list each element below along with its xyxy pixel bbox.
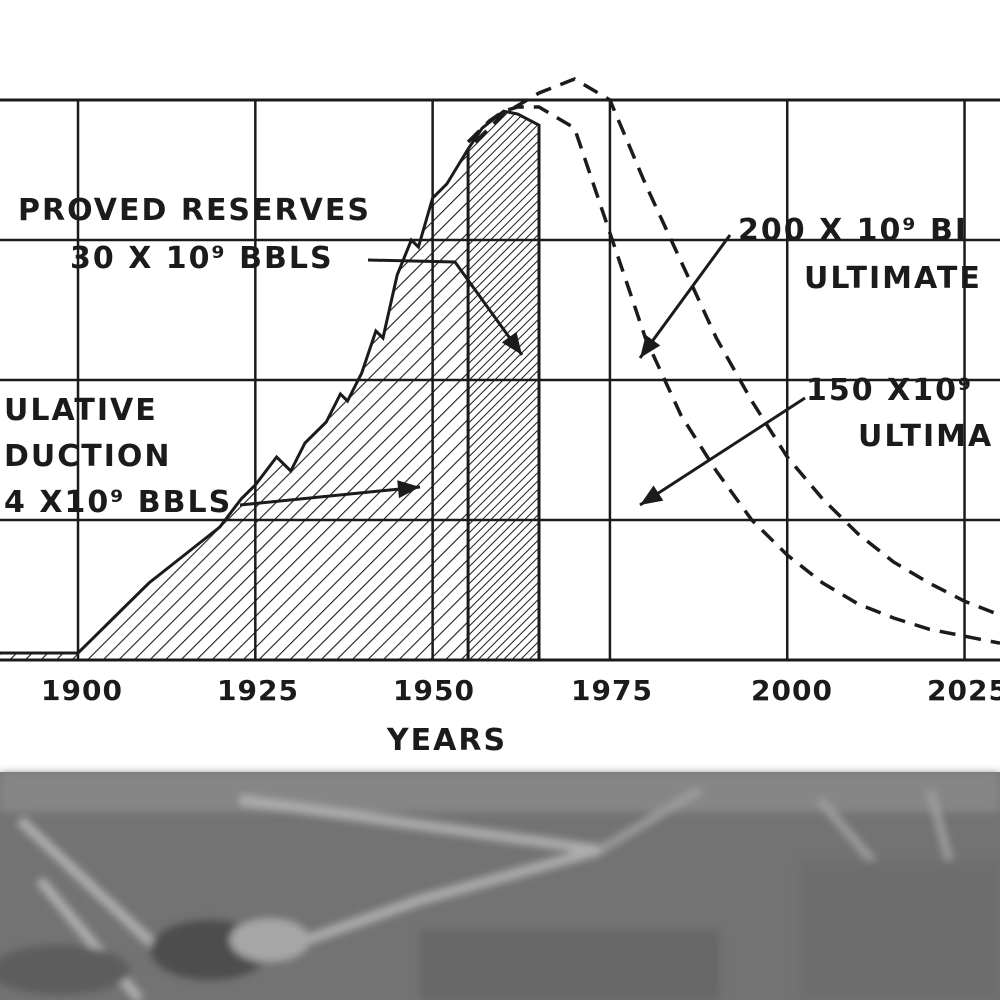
arrow-reserves-head xyxy=(501,331,522,355)
background-photo xyxy=(0,772,1000,1000)
annotation-reserves-line2: 30 X 10⁹ BBLS xyxy=(70,241,334,276)
tick-label-2000: 2000 xyxy=(751,674,833,707)
plot-area xyxy=(0,77,1000,662)
dashed-curve-2 xyxy=(473,77,1000,617)
arrow-200-line xyxy=(638,234,732,359)
annotation-200-line1: 200 X 10⁹ BI xyxy=(738,213,968,248)
tick-label-1925: 1925 xyxy=(217,674,299,707)
tick-label-2025: 2025 xyxy=(927,674,1000,707)
annotation-cumulative-line3: 4 X10⁹ BBLS xyxy=(4,485,232,520)
annotation-cumulative-line1: ULATIVE xyxy=(4,393,158,428)
arrow-150-head xyxy=(640,485,664,505)
arrow-cumulative-line xyxy=(239,485,421,507)
arrow-cumulative-head xyxy=(397,480,420,499)
arrow-reserves-line xyxy=(367,258,524,356)
x-axis-label: YEARS xyxy=(386,723,507,758)
tick-label-1975: 1975 xyxy=(571,674,653,707)
arrow-150-line xyxy=(639,396,806,507)
chart-text: 1900 1925 1950 1975 2000 2025 YEARS PROV… xyxy=(4,193,1000,758)
annotation-150-line2: ULTIMA xyxy=(858,419,993,454)
tick-label-1900: 1900 xyxy=(41,674,123,707)
area-outline xyxy=(0,109,541,660)
area-region-1 xyxy=(0,149,469,660)
area-region-2 xyxy=(468,111,540,660)
annotation-150-line1: 150 X10⁹ xyxy=(806,373,973,408)
annotation-200-line2: ULTIMATE xyxy=(804,261,982,296)
tick-label-1950: 1950 xyxy=(393,674,475,707)
arrow-200-head xyxy=(640,334,661,358)
annotation-reserves-line1: PROVED RESERVES xyxy=(18,193,371,228)
annotation-cumulative-line2: DUCTION xyxy=(4,439,172,474)
